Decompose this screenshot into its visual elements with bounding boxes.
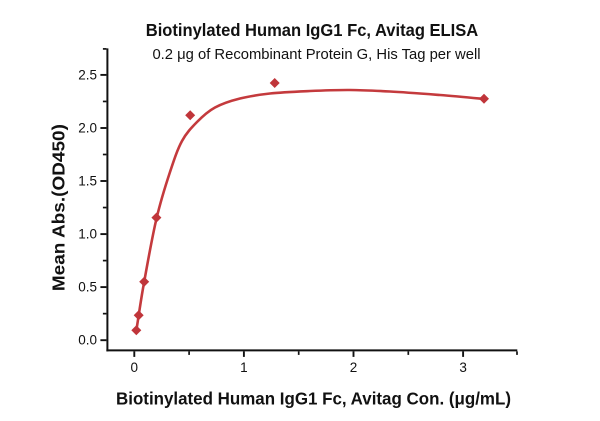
svg-text:1.0: 1.0: [78, 227, 97, 242]
svg-text:2.0: 2.0: [78, 120, 97, 135]
svg-text:0.5: 0.5: [78, 280, 97, 295]
svg-text:0.0: 0.0: [78, 333, 97, 348]
svg-text:1: 1: [240, 360, 248, 375]
svg-text:1.5: 1.5: [78, 173, 97, 188]
svg-text:Biotinylated Human IgG1 Fc, Av: Biotinylated Human IgG1 Fc, Avitag ELISA: [146, 19, 479, 40]
svg-text:2: 2: [350, 360, 358, 375]
svg-text:Mean Abs.(OD450): Mean Abs.(OD450): [48, 124, 68, 291]
svg-text:2.5: 2.5: [78, 67, 97, 82]
svg-text:0: 0: [131, 360, 139, 375]
svg-text:0.2 μg of Recombinant Protein: 0.2 μg of Recombinant Protein G, His Tag…: [152, 47, 480, 63]
svg-text:3: 3: [459, 360, 467, 375]
svg-text:Biotinylated Human IgG1 Fc, Av: Biotinylated Human IgG1 Fc, Avitag Con. …: [116, 388, 511, 409]
